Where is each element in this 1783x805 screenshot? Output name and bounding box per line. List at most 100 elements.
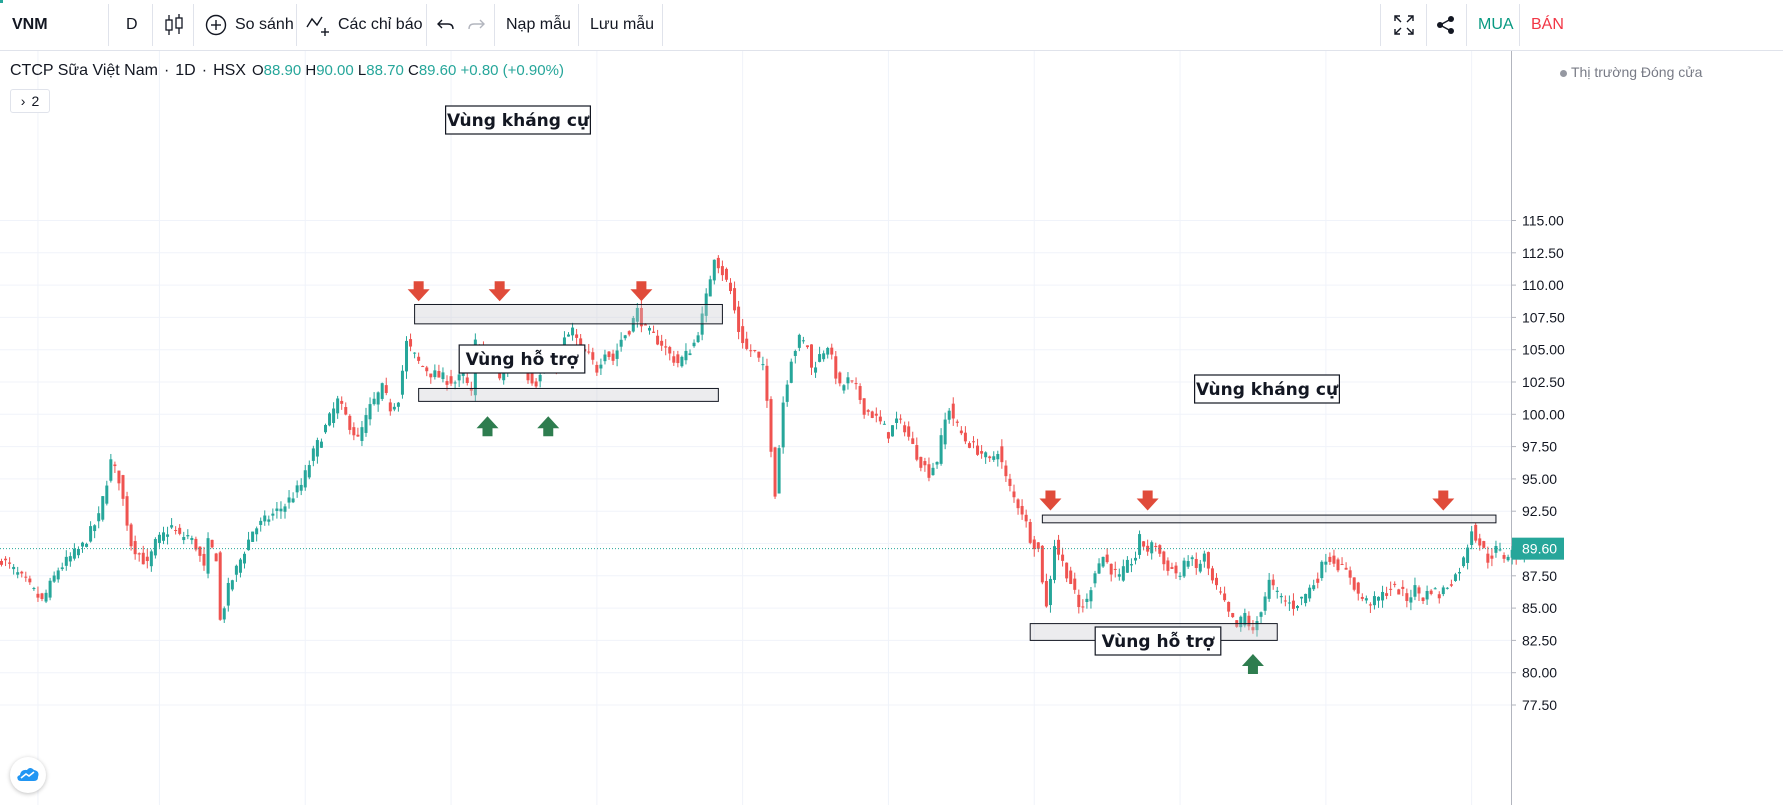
load-template-button[interactable]: Nạp mẫu bbox=[506, 16, 571, 33]
price-chart[interactable]: 115.00 112.50 110.00 107.50 105.00 102.50 100.… bbox=[0, 51, 1783, 805]
candle-body bbox=[4, 558, 8, 561]
chart-type-button[interactable] bbox=[163, 0, 185, 50]
legend-collapse-button[interactable]: › 2 bbox=[10, 89, 50, 113]
candle-body bbox=[643, 324, 647, 326]
candle-body bbox=[1142, 541, 1146, 547]
candle-body bbox=[469, 388, 473, 391]
candle-body bbox=[1445, 587, 1449, 589]
candle-body bbox=[1251, 627, 1255, 631]
candle-body bbox=[186, 535, 190, 537]
indicators-button[interactable]: Các chỉ báo bbox=[306, 0, 423, 50]
candle-body bbox=[805, 345, 809, 348]
candle-body bbox=[1291, 600, 1295, 609]
candle-body bbox=[895, 418, 899, 423]
candle-body bbox=[259, 520, 263, 525]
candle-body bbox=[1125, 559, 1129, 573]
candle-body bbox=[866, 410, 870, 412]
candle-body bbox=[1259, 612, 1263, 617]
compare-button[interactable]: So sánh bbox=[205, 0, 294, 50]
candle-body bbox=[943, 419, 947, 445]
toolbar-divider bbox=[152, 4, 153, 46]
candle-body bbox=[886, 432, 890, 439]
status-dot-icon bbox=[1560, 69, 1567, 77]
candle-body bbox=[20, 571, 24, 574]
candle-body bbox=[818, 354, 822, 362]
candle-body bbox=[769, 399, 773, 452]
candle-body bbox=[1053, 546, 1056, 580]
candle-body bbox=[988, 456, 992, 459]
up-arrow-icon bbox=[1241, 654, 1264, 675]
up-arrow-icon bbox=[476, 416, 499, 437]
candle-body bbox=[1028, 522, 1032, 543]
save-template-button[interactable]: Lưu mẫu bbox=[590, 16, 655, 33]
annotation-box bbox=[1193, 374, 1340, 404]
candle-body bbox=[247, 539, 251, 551]
symbol-search-button[interactable]: VNM bbox=[12, 16, 48, 33]
candle-body bbox=[992, 456, 996, 460]
candle-body bbox=[668, 347, 672, 354]
price-tick-label: 85.00 bbox=[1522, 600, 1557, 616]
price-tick-label: 105.00 bbox=[1522, 342, 1565, 358]
annotation-label: Vùng kháng cự bbox=[447, 111, 590, 131]
candle-body bbox=[781, 402, 785, 448]
redo-button[interactable] bbox=[466, 0, 486, 50]
candle-body bbox=[1227, 601, 1231, 612]
candle-body bbox=[1186, 561, 1190, 567]
fullscreen-button[interactable] bbox=[1394, 0, 1414, 50]
candle-body bbox=[1300, 596, 1304, 599]
candle-body bbox=[1498, 549, 1502, 551]
candle-body bbox=[696, 335, 700, 343]
candle-body bbox=[279, 508, 283, 512]
candle-body bbox=[105, 485, 109, 504]
candle-body bbox=[364, 415, 368, 433]
candle-body bbox=[1138, 534, 1142, 555]
candle-body bbox=[307, 465, 311, 478]
toolbar-divider bbox=[296, 4, 297, 46]
toolbar-divider bbox=[193, 4, 194, 46]
candle-body bbox=[392, 406, 396, 410]
candle-body bbox=[1304, 593, 1308, 604]
candle-body bbox=[891, 425, 894, 437]
candle-body bbox=[1449, 584, 1453, 586]
toolbar-divider bbox=[1519, 4, 1520, 46]
candle-body bbox=[360, 427, 364, 441]
candle-body bbox=[81, 542, 84, 547]
undo-button[interactable] bbox=[436, 0, 456, 50]
candle-body bbox=[1296, 606, 1299, 609]
candle-body bbox=[433, 370, 437, 378]
candle-body bbox=[923, 461, 927, 466]
candle-body bbox=[834, 356, 838, 379]
candle-body bbox=[1190, 557, 1194, 560]
candle-body bbox=[842, 385, 846, 391]
buy-button[interactable]: MUA bbox=[1478, 16, 1514, 33]
candle-body bbox=[1210, 568, 1214, 581]
candle-body bbox=[1316, 578, 1320, 583]
candle-body bbox=[1344, 567, 1348, 570]
candle-body bbox=[1425, 590, 1429, 600]
share-button[interactable] bbox=[1436, 0, 1456, 50]
sell-button[interactable]: BÁN bbox=[1531, 16, 1564, 33]
candle-body bbox=[1048, 578, 1052, 606]
candle-body bbox=[1040, 545, 1044, 583]
candle-body bbox=[214, 553, 218, 562]
legend-high: 90.00 bbox=[316, 62, 354, 79]
last-price-label: 89.60 bbox=[1522, 541, 1557, 557]
candle-body bbox=[206, 538, 210, 574]
candle-body bbox=[1320, 561, 1324, 579]
candle-body bbox=[915, 445, 919, 460]
tradingview-logo-button[interactable] bbox=[10, 757, 46, 793]
candle-body bbox=[101, 496, 105, 520]
candle-body bbox=[1085, 598, 1089, 602]
candle-body bbox=[1279, 595, 1283, 598]
candle-body bbox=[708, 279, 712, 297]
candle-body bbox=[1458, 572, 1461, 574]
candle-body bbox=[959, 430, 963, 434]
candle-body bbox=[324, 424, 327, 433]
candle-body bbox=[465, 377, 469, 384]
candle-body bbox=[125, 496, 129, 526]
price-tick-label: 102.50 bbox=[1522, 374, 1565, 390]
candle-body bbox=[1206, 552, 1210, 569]
candle-body bbox=[1162, 551, 1166, 565]
candle-body bbox=[1061, 554, 1065, 561]
interval-button[interactable]: D bbox=[126, 16, 138, 33]
